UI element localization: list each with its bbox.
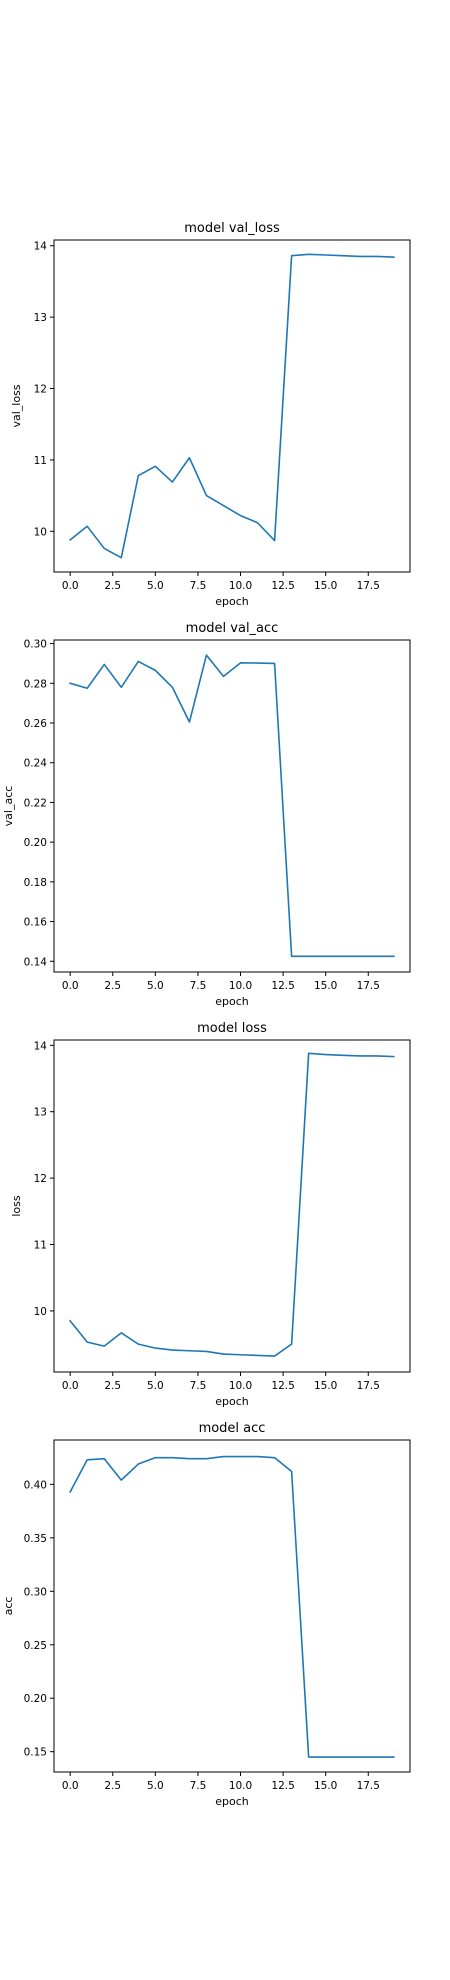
x-tick-label: 10.0 (229, 580, 252, 592)
x-axis-label: epoch (215, 1795, 249, 1808)
y-tick-label: 0.14 (24, 956, 48, 968)
x-tick-label: 12.5 (271, 980, 294, 992)
y-tick-label: 0.16 (24, 917, 48, 929)
x-tick-label: 17.5 (357, 1380, 380, 1392)
y-tick-label: 11 (34, 455, 47, 467)
x-tick-label: 0.0 (62, 980, 79, 992)
x-tick-label: 15.0 (314, 980, 337, 992)
y-tick-label: 0.30 (24, 639, 47, 651)
x-tick-label: 7.5 (190, 980, 207, 992)
y-tick-label: 12 (34, 1173, 47, 1185)
y-tick-label: 0.18 (24, 877, 47, 889)
y-tick-label: 13 (34, 1107, 47, 1119)
x-axis-label: epoch (215, 595, 249, 608)
y-tick-label: 0.30 (24, 1586, 47, 1598)
x-tick-label: 15.0 (314, 1780, 337, 1792)
chart-panel-1: 0.0 2.5 5.0 7.5 10.0 12.5 15.0 17.5 0.14 0.16 0.18… (2, 621, 411, 1008)
y-tick-label: 0.22 (24, 797, 47, 809)
x-tick-label: 12.5 (271, 1380, 294, 1392)
x-tick-label: 2.5 (104, 1780, 121, 1792)
y-tick-label: 14 (34, 241, 48, 253)
x-tick-label: 7.5 (190, 1780, 207, 1792)
y-tick-label: 0.25 (24, 1640, 47, 1652)
y-tick-label: 14 (34, 1040, 48, 1052)
axes-frame (53, 239, 411, 573)
x-tick-label: 0.0 (62, 580, 79, 592)
axes-frame (53, 1439, 411, 1773)
y-tick-label: 13 (34, 312, 47, 324)
y-tick-label: 0.28 (24, 678, 47, 690)
chart-title: model acc (199, 1421, 266, 1436)
x-tick-label: 2.5 (104, 1380, 121, 1392)
x-tick-label: 5.0 (147, 1380, 164, 1392)
series-line (69, 253, 395, 559)
x-tick-label: 12.5 (271, 580, 294, 592)
axes-frame (53, 1039, 411, 1373)
x-tick-label: 15.0 (314, 580, 337, 592)
chart-title: model loss (197, 1021, 267, 1036)
y-tick-label: 0.20 (24, 1693, 47, 1705)
y-tick-label: 11 (34, 1240, 47, 1252)
series-line (69, 1052, 395, 1357)
y-tick-label: 0.20 (24, 837, 47, 849)
series-line (69, 654, 395, 958)
x-tick-label: 10.0 (229, 1380, 252, 1392)
x-tick-label: 17.5 (357, 1780, 380, 1792)
x-axis-label: epoch (215, 1395, 249, 1408)
x-tick-label: 5.0 (147, 580, 164, 592)
x-tick-label: 0.0 (62, 1780, 79, 1792)
x-tick-label: 12.5 (271, 1780, 294, 1792)
x-tick-label: 7.5 (190, 1380, 207, 1392)
y-axis-label: loss (10, 1195, 23, 1217)
axes-frame (53, 639, 411, 973)
x-tick-label: 2.5 (104, 980, 121, 992)
y-tick-label: 0.24 (24, 758, 48, 770)
x-tick-label: 15.0 (314, 1380, 337, 1392)
x-tick-label: 17.5 (357, 580, 380, 592)
chart-panel-2: 0.0 2.5 5.0 7.5 10.0 12.5 15.0 17.5 10 11 12 13 14 mo… (10, 1021, 411, 1408)
chart-panel-0: 0.0 2.5 5.0 7.5 10.0 12.5 15.0 17.5 10 11 12 13 14 mo… (10, 221, 411, 608)
chart-title: model val_acc (186, 621, 279, 636)
y-axis-label: val_loss (10, 384, 23, 427)
x-tick-label: 0.0 (62, 1380, 79, 1392)
y-tick-label: 0.15 (24, 1747, 47, 1759)
y-tick-label: 0.26 (24, 718, 48, 730)
x-axis-label: epoch (215, 995, 249, 1008)
y-tick-label: 10 (34, 526, 47, 538)
x-tick-label: 2.5 (104, 580, 121, 592)
chart-title: model val_loss (184, 221, 280, 236)
y-axis-label: acc (2, 1597, 15, 1616)
x-tick-label: 17.5 (357, 980, 380, 992)
x-tick-label: 7.5 (190, 580, 207, 592)
y-tick-label: 10 (34, 1306, 47, 1318)
y-tick-label: 0.35 (24, 1533, 47, 1545)
y-tick-label: 0.40 (24, 1479, 47, 1491)
x-tick-label: 5.0 (147, 980, 164, 992)
x-tick-label: 10.0 (229, 1780, 252, 1792)
y-axis-label: val_acc (2, 786, 15, 827)
x-tick-label: 10.0 (229, 980, 252, 992)
chart-panel-3: 0.0 2.5 5.0 7.5 10.0 12.5 15.0 17.5 0.15 0.20 0.25… (2, 1421, 411, 1808)
x-tick-label: 5.0 (147, 1780, 164, 1792)
series-line (69, 1455, 395, 1758)
y-tick-label: 12 (34, 384, 47, 396)
